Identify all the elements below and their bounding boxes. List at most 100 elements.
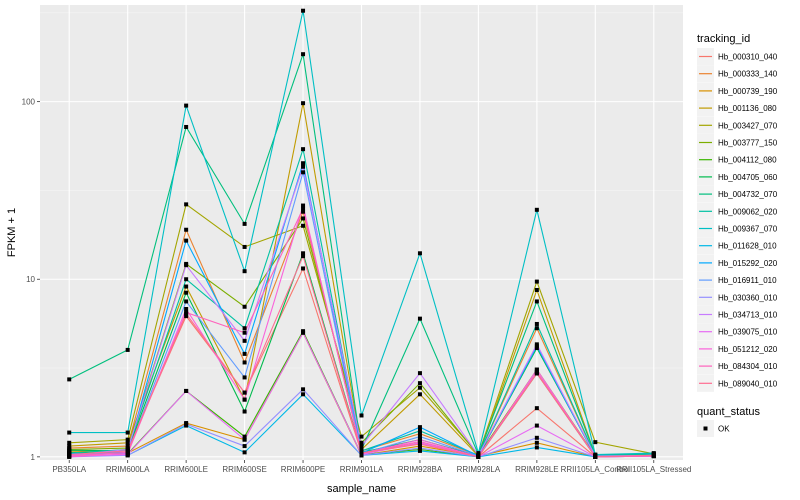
legend-label: Hb_051212_020 [718, 345, 778, 354]
legend-item: Hb_001136_080 [697, 99, 777, 117]
legend-item: Hb_030360_010 [697, 288, 778, 306]
data-point [67, 448, 72, 453]
data-point [242, 221, 247, 226]
data-point [417, 439, 422, 444]
y-axis-title: FPKM + 1 [6, 208, 18, 257]
data-point [125, 444, 130, 449]
data-point [184, 306, 189, 311]
x-axis: PB350LA RRIM600LA RRIM600LE RRIM600SE RRIM60… [52, 460, 691, 474]
legend-title: tracking_id [697, 33, 750, 45]
data-point [301, 52, 306, 57]
data-point [534, 326, 539, 331]
data-point [184, 388, 189, 393]
data-point [301, 254, 306, 259]
legend-item: Hb_009062_020 [697, 202, 778, 220]
data-point [242, 409, 247, 414]
data-point [242, 437, 247, 442]
data-point [534, 440, 539, 445]
legend-label: Hb_089040_010 [718, 379, 778, 388]
x-axis-title: sample_name [327, 483, 396, 495]
x-tick-label: RRIM928LE [515, 465, 559, 474]
legend-label: Hb_030360_010 [718, 293, 778, 302]
x-tick-label: RRIM928LA [457, 465, 501, 474]
legend-item: Hb_004732_070 [697, 185, 778, 203]
data-point [301, 203, 306, 208]
x-tick-label: RRIM600LA [106, 465, 150, 474]
data-point [301, 101, 306, 106]
data-point [301, 266, 306, 271]
data-point [242, 304, 247, 309]
y-axis: 1 10 100 [22, 98, 40, 462]
major-gridlines [40, 5, 683, 460]
data-point [242, 326, 247, 331]
legend-label: Hb_000333_140 [718, 70, 778, 79]
data-point [417, 446, 422, 451]
data-points [67, 8, 656, 459]
data-point [184, 314, 189, 319]
legend-label: Hb_039075_010 [718, 328, 778, 337]
legend-item: Hb_004705_060 [697, 168, 778, 186]
data-point [534, 435, 539, 440]
x-tick-label: PB350LA [52, 465, 86, 474]
data-point [593, 440, 598, 445]
data-point [301, 387, 306, 392]
legend-label: Hb_004705_060 [718, 173, 778, 182]
data-point [125, 437, 130, 442]
data-point [417, 442, 422, 447]
legend-title-quant-status: quant_status [697, 406, 760, 418]
square-point-icon [703, 426, 708, 431]
data-point [184, 311, 189, 316]
legend-item-quant-status: OK [697, 420, 730, 437]
data-point [184, 202, 189, 207]
legend-label: Hb_011628_010 [718, 242, 777, 251]
data-point [184, 290, 189, 295]
legend-item: Hb_003427_070 [697, 116, 778, 134]
data-point [417, 385, 422, 390]
data-point [534, 406, 539, 411]
data-point [242, 269, 247, 274]
data-point [476, 451, 481, 456]
legend-label: Hb_000310_040 [718, 53, 778, 62]
data-point [184, 284, 189, 289]
legend-tracking-id: tracking_id Hb_000310_040 Hb_000333_140 Hb… [697, 33, 778, 392]
data-point [593, 454, 598, 459]
data-point [534, 279, 539, 284]
legend-label: Hb_000739_190 [718, 87, 778, 96]
data-point [242, 360, 247, 365]
data-point [359, 440, 364, 445]
data-point [534, 445, 539, 450]
data-point [301, 251, 306, 256]
data-point [184, 299, 189, 304]
legend-label: Hb_016911_010 [718, 276, 777, 285]
data-point [184, 422, 189, 427]
data-point [242, 450, 247, 455]
legend-item: Hb_089040_010 [697, 374, 778, 392]
data-point [301, 164, 306, 169]
legend-item: Hb_039075_010 [697, 323, 778, 341]
data-point [301, 223, 306, 228]
data-point [242, 330, 247, 335]
legend-item: Hb_051212_020 [697, 340, 778, 358]
data-point [301, 216, 306, 221]
data-point [417, 251, 422, 256]
x-tick-label: RRIM600PE [281, 465, 325, 474]
data-point [184, 238, 189, 243]
data-point [534, 367, 539, 372]
legend-label: Hb_009367_070 [718, 225, 778, 234]
x-tick-label: RRIM600LE [164, 465, 208, 474]
data-point [125, 430, 130, 435]
legend-quant-status: quant_status OK [697, 406, 760, 437]
data-point [301, 170, 306, 175]
data-point [534, 342, 539, 347]
legend-label: Hb_003777_150 [718, 139, 778, 148]
data-point [534, 287, 539, 292]
x-tick-label: RRIM600SE [222, 465, 266, 474]
data-point [67, 377, 72, 382]
data-point [359, 444, 364, 449]
data-point [242, 375, 247, 380]
data-point [417, 434, 422, 439]
data-point [301, 206, 306, 211]
data-point [651, 453, 656, 458]
legend-label: Hb_001136_080 [718, 104, 777, 113]
